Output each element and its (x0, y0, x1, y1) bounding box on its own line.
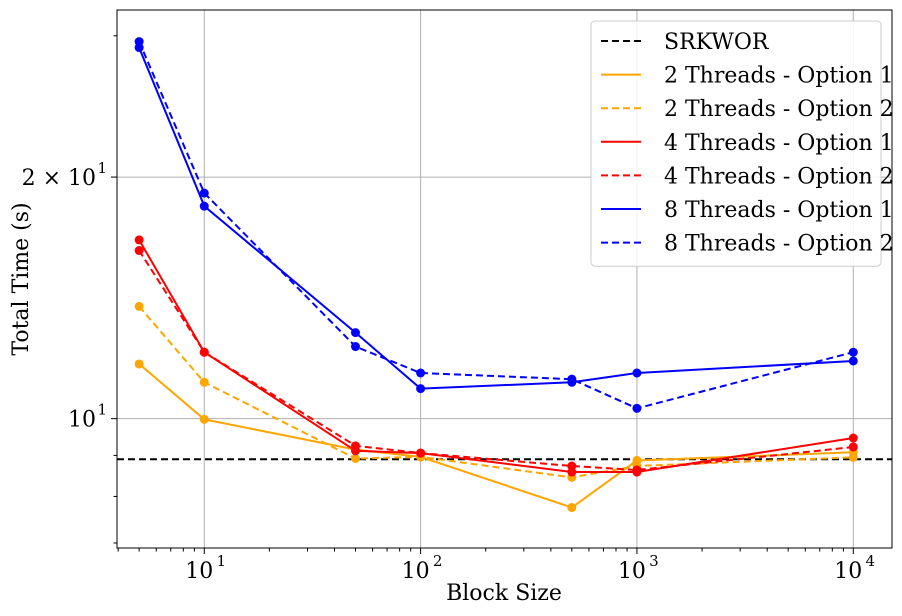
data-point (416, 384, 426, 394)
data-point (567, 461, 577, 471)
x-tick-exponent: 2 (433, 552, 443, 570)
data-point (199, 414, 209, 424)
data-point (848, 452, 858, 462)
data-point (134, 246, 144, 256)
data-point (350, 454, 360, 464)
data-point (199, 347, 209, 357)
y-axis-label: Total Time (s) (9, 202, 34, 355)
x-tick-exponent: 4 (866, 552, 876, 570)
x-tick-label: 10 (185, 559, 213, 584)
series-group (134, 37, 858, 513)
data-point (350, 441, 360, 451)
x-axis-label: Block Size (446, 581, 562, 606)
legend-label: 2 Threads - Option 1 (664, 64, 894, 89)
legend-label: 4 Threads - Option 1 (664, 131, 894, 156)
data-point (350, 342, 360, 352)
data-point (632, 465, 642, 475)
data-point (416, 368, 426, 378)
y-tick-exponent: 1 (97, 159, 107, 177)
legend-label: 2 Threads - Option 2 (664, 97, 894, 122)
legend-label: SRKWOR (664, 30, 770, 55)
data-point (632, 368, 642, 378)
data-point (416, 448, 426, 458)
x-tick-exponent: 1 (216, 552, 226, 570)
x-tick-label: 10 (402, 559, 430, 584)
legend-label: 8 Threads - Option 1 (664, 198, 894, 223)
x-tick-exponent: 3 (649, 552, 659, 570)
data-point (567, 374, 577, 384)
data-point (567, 503, 577, 513)
legend: SRKWOR 2 Threads - Option 1 2 Threads - Op… (590, 20, 894, 267)
data-point (199, 201, 209, 211)
data-point (632, 403, 642, 413)
data-point (199, 188, 209, 198)
data-point (848, 356, 858, 366)
x-tick-label: 10 (834, 559, 862, 584)
legend-box (590, 20, 882, 267)
axes-frame (116, 9, 893, 549)
y-tick-exponent: 1 (97, 401, 107, 419)
data-point (848, 433, 858, 443)
legend-label: 4 Threads - Option 2 (664, 164, 894, 189)
data-point (848, 442, 858, 452)
y-tick-label: 2 × 10 (22, 166, 96, 191)
data-point (199, 377, 209, 387)
data-point (134, 301, 144, 311)
data-point (134, 37, 144, 47)
y-tick-label: 10 (68, 408, 96, 433)
data-point (350, 328, 360, 338)
legend-label: 8 Threads - Option 2 (664, 232, 894, 257)
x-tick-label: 10 (618, 559, 646, 584)
data-point (848, 347, 858, 357)
data-point (134, 235, 144, 245)
data-point (134, 359, 144, 369)
